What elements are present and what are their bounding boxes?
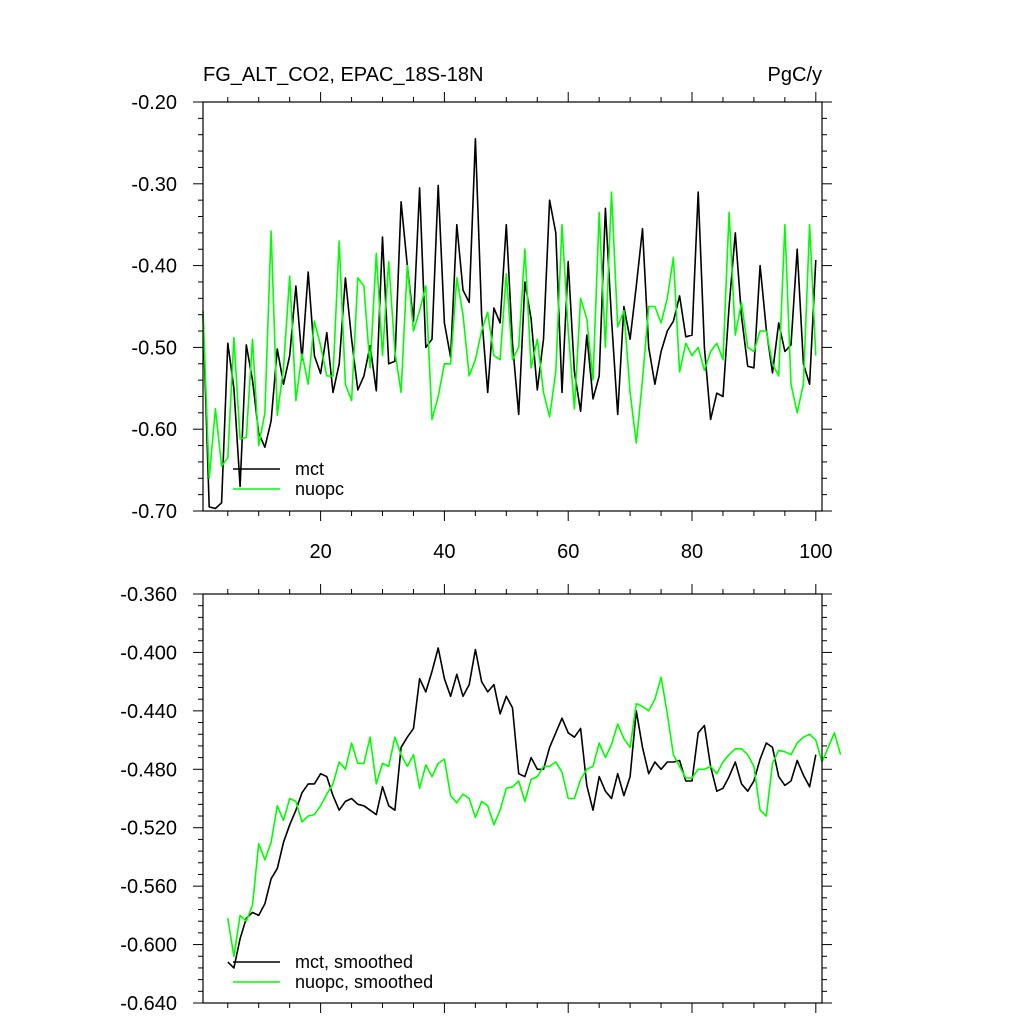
top-panel-x-tick-label: 80 [681,541,703,563]
legend-label: mct [295,459,324,479]
top-panel-x-tick-label: 60 [557,541,579,563]
series-line-nuopc-smoothed [227,676,842,958]
bottom-panel-y-tick-label: -0.480 [120,759,177,781]
legend-label: nuopc [295,479,344,499]
top-panel-frame [202,101,823,512]
top-panel: FG_ALT_CO2, EPAC_18S-18N PgC/y -0.70 -0.6… [131,64,832,563]
top-panel-y-tick-label: -0.20 [131,92,177,114]
bottom-panel-ticks [193,584,832,1013]
legend-label: mct, smoothed [295,952,413,972]
top-panel-tick-labels: -0.70 -0.60 -0.50 -0.40 -0.30 -0.20 20 40 60 80 10… [131,92,832,563]
bottom-panel: -0.640 -0.600 -0.560 -0.520 -0.480 -0.440 -0.4… [120,584,842,1015]
bottom-panel-y-tick-label: -0.600 [120,935,177,957]
top-panel-y-tick-label: -0.30 [131,174,177,196]
bottom-panel-y-tick-label: -0.640 [120,993,177,1015]
bottom-panel-series-lines [227,647,842,969]
top-panel-title: FG_ALT_CO2, EPAC_18S-18N [203,64,484,86]
series-line-mct [202,138,817,510]
top-panel-y-tick-label: -0.70 [131,501,177,523]
top-panel-ticks [193,92,832,521]
top-panel-x-tick-label: 40 [433,541,455,563]
series-line-nuopc [202,191,817,480]
bottom-panel-y-tick-label: -0.400 [120,642,177,664]
top-panel-series-lines [202,138,817,510]
top-panel-x-tick-label: 100 [799,541,832,563]
bottom-panel-frame [202,593,823,1004]
bottom-panel-y-tick-label: -0.560 [120,876,177,898]
bottom-panel-y-tick-label: -0.360 [120,584,177,606]
bottom-panel-y-tick-label: -0.440 [120,701,177,723]
top-panel-x-tick-label: 20 [309,541,331,563]
bottom-panel-y-tick-label: -0.520 [120,818,177,840]
top-panel-y-tick-label: -0.40 [131,256,177,278]
top-panel-y-tick-label: -0.50 [131,337,177,359]
bottom-panel-tick-labels: -0.640 -0.600 -0.560 -0.520 -0.480 -0.440 -0.4… [120,584,177,1015]
top-panel-units: PgC/y [768,64,822,86]
series-line-mct-smoothed [227,647,817,969]
legend-label: nuopc, smoothed [295,972,433,992]
top-panel-y-tick-label: -0.60 [131,419,177,441]
